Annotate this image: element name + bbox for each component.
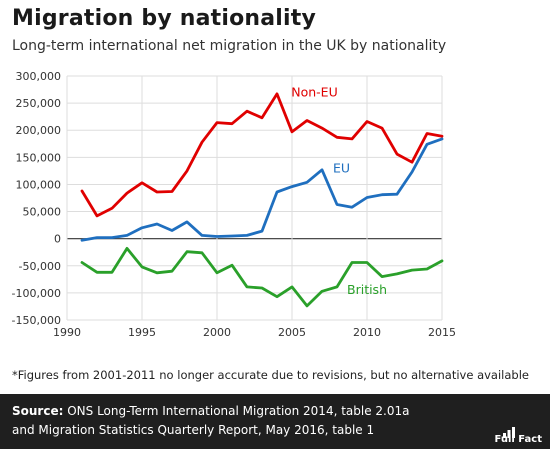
y-tick-label: 0 — [54, 233, 61, 246]
y-tick-label: 100,000 — [16, 178, 62, 191]
x-tick-label: 1995 — [128, 326, 156, 339]
y-tick-label: 150,000 — [16, 151, 62, 164]
source-label: Source: — [12, 404, 64, 418]
source-footer: Source: ONS Long-Term International Migr… — [0, 394, 550, 449]
source-line-2: and Migration Statistics Quarterly Repor… — [12, 423, 375, 437]
series-line-non-eu — [80, 92, 444, 218]
x-tick-label: 1990 — [53, 326, 81, 339]
source-line-1: ONS Long-Term International Migration 20… — [63, 404, 410, 418]
y-tick-label: -50,000 — [19, 260, 61, 273]
series-label-non-eu: Non-EU — [291, 85, 337, 100]
series-label-eu: EU — [333, 161, 350, 176]
full-fact-logo-icon — [503, 427, 515, 438]
series-line-eu — [80, 137, 444, 242]
footnote: *Figures from 2001-2011 no longer accura… — [12, 368, 529, 382]
x-tick-label: 2015 — [428, 326, 456, 339]
chart-subtitle: Long-term international net migration in… — [12, 38, 447, 54]
y-tick-label: 300,000 — [16, 70, 62, 83]
y-tick-label: 250,000 — [16, 97, 62, 110]
line-chart: -150,000 -100,000 -50,000 0 50,000 100,000 150… — [12, 70, 456, 339]
y-tick-label: -150,000 — [12, 314, 61, 327]
x-tick-label: 2010 — [353, 326, 381, 339]
x-tick-label: 2000 — [203, 326, 231, 339]
series-line-british — [80, 246, 444, 308]
source-text: Source: ONS Long-Term International Migr… — [12, 402, 512, 440]
x-tick-label: 2005 — [278, 326, 306, 339]
y-tick-label: 200,000 — [16, 124, 62, 137]
full-fact-logo: Full Fact — [494, 434, 543, 445]
chart-title: Migration by nationality — [12, 6, 317, 31]
y-tick-label: 50,000 — [23, 206, 62, 219]
series-label-british: British — [347, 282, 387, 297]
y-tick-label: -100,000 — [12, 287, 61, 300]
